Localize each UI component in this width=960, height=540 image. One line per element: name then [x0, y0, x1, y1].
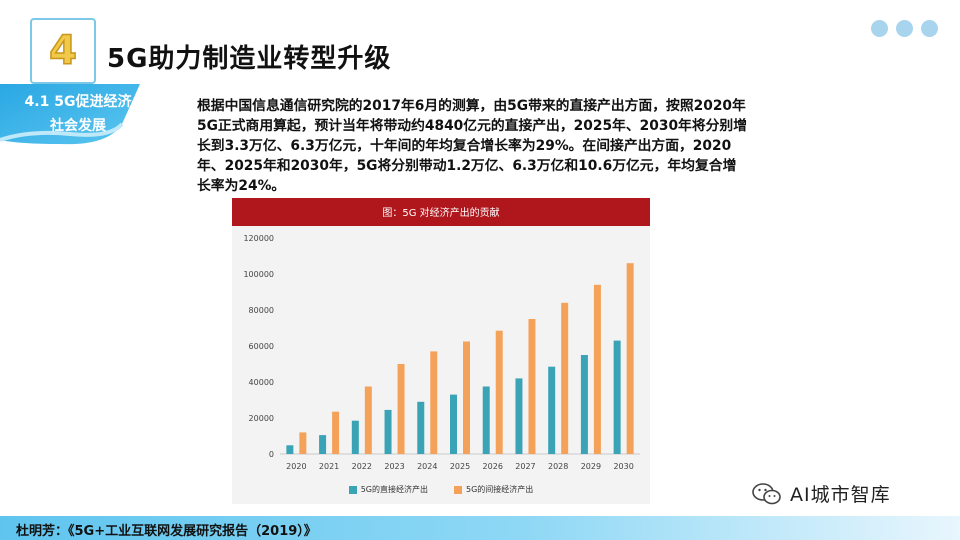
legend-swatch-direct	[348, 485, 357, 494]
ribbon-line-2: 社会发展	[50, 118, 106, 134]
footer-source: 杜明芳：《5G+工业互联网发展研究报告（2019）》	[16, 524, 317, 539]
x-tick-label: 2028	[548, 462, 568, 471]
bar-indirect-output	[397, 364, 405, 454]
bar-direct-output	[351, 420, 359, 454]
y-tick-label: 100000	[243, 270, 274, 279]
bar-direct-output	[286, 445, 294, 454]
bar-direct-output	[515, 378, 523, 454]
y-tick-label: 120000	[243, 234, 274, 243]
bar-direct-output	[417, 401, 425, 454]
x-tick-label: 2030	[613, 462, 633, 471]
bar-indirect-output	[430, 351, 438, 454]
wechat-icon	[752, 482, 781, 504]
bar-indirect-output	[495, 330, 503, 454]
chart-title: 图：5G 对经济产出的贡献	[382, 208, 500, 219]
section-number: 4	[48, 27, 77, 75]
y-tick-label: 40000	[249, 378, 274, 387]
legend-item-indirect: 5G的间接经济产出	[454, 484, 533, 495]
bar-indirect-output	[528, 319, 536, 454]
dot-icon	[871, 20, 888, 37]
ribbon-line-1: 4.1 5G促进经济	[24, 94, 132, 110]
bar-direct-output	[613, 340, 621, 454]
bar-indirect-output	[593, 284, 601, 454]
chart-panel: 图：5G 对经济产出的贡献 0 20000 40000 60000 80000 10000…	[232, 198, 650, 504]
x-tick-label: 2021	[319, 462, 339, 471]
x-tick-label: 2020	[286, 462, 306, 471]
bar-chart: 0 20000 40000 60000 80000 100000 120000 2020 202…	[243, 234, 640, 471]
watermark-text: AI城市智库	[790, 484, 891, 506]
y-tick-label: 80000	[249, 306, 274, 315]
y-tick-label: 20000	[249, 414, 274, 423]
legend-swatch-indirect	[454, 485, 462, 494]
watermark: AI城市智库	[752, 480, 891, 507]
x-tick-label: 2027	[515, 462, 535, 471]
bar-direct-output	[384, 409, 392, 454]
dot-icon	[921, 20, 938, 37]
x-tick-label: 2026	[483, 462, 503, 471]
section-number-badge: 4	[30, 18, 96, 84]
dot-icon	[896, 20, 913, 37]
chart-title-bar	[232, 198, 650, 226]
x-tick-label: 2022	[352, 462, 372, 471]
y-tick-label: 0	[269, 450, 274, 459]
x-tick-label: 2029	[581, 462, 601, 471]
footer-bar	[0, 516, 960, 540]
legend-label-indirect: 5G的间接经济产出	[466, 485, 534, 494]
x-tick-label: 2025	[450, 462, 470, 471]
bar-indirect-output	[463, 341, 470, 454]
x-tick-label: 2024	[417, 462, 437, 471]
page-title: 5G助力制造业转型升级	[107, 44, 392, 74]
bar-direct-output	[580, 355, 588, 454]
bar-indirect-output	[299, 432, 307, 454]
bar-indirect-output	[364, 386, 372, 454]
x-tick-label: 2023	[384, 462, 404, 471]
chart-legend: 5G的直接经济产出 5G的间接经济产出	[232, 484, 650, 495]
section-ribbon-label: 4.1 5G促进经济 社会发展	[18, 90, 138, 138]
decorative-dots	[871, 20, 938, 37]
bar-direct-output	[548, 366, 556, 454]
legend-item-direct: 5G的直接经济产出	[348, 484, 428, 495]
bar-indirect-output	[626, 263, 634, 454]
bar-indirect-output	[561, 302, 569, 454]
bar-direct-output	[482, 386, 490, 454]
legend-label-direct: 5G的直接经济产出	[360, 485, 428, 494]
y-tick-label: 60000	[249, 342, 274, 351]
section-ribbon	[0, 84, 140, 145]
bar-direct-output	[319, 435, 327, 454]
bar-direct-output	[450, 394, 457, 454]
bar-indirect-output	[332, 411, 340, 454]
intro-paragraph: 根据中国信息通信研究院的2017年6月的测算，由5G带来的直接产出方面，按照20…	[197, 98, 748, 194]
